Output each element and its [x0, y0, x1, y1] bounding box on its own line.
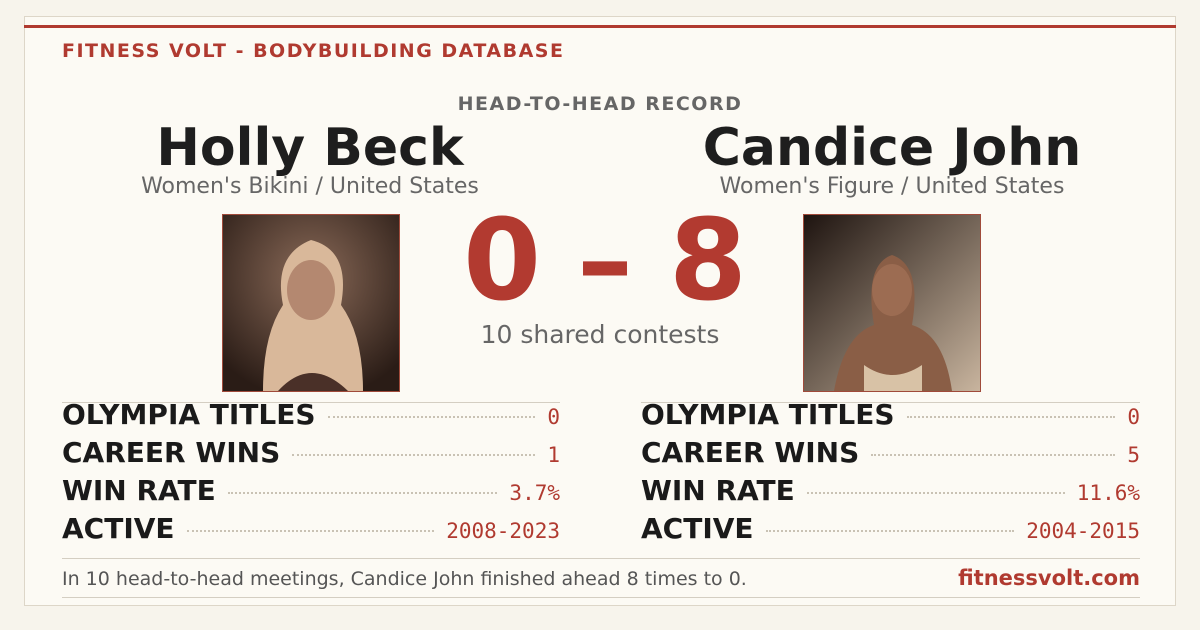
summary: In 10 head-to-head meetings, Candice Joh…	[62, 568, 747, 590]
leader	[906, 416, 1116, 418]
left-score: 0	[463, 196, 541, 326]
leader	[292, 454, 536, 456]
stat-row: OLYMPIA TITLES 0	[62, 398, 560, 436]
stat-label: CAREER WINS	[641, 436, 860, 469]
score-separator: –	[577, 196, 633, 326]
right-division: Women's Figure / United States	[719, 174, 1065, 199]
left-photo	[222, 214, 400, 392]
left-division: Women's Bikini / United States	[141, 174, 479, 199]
score-caption: 10 shared contests	[480, 320, 720, 349]
stat-label: ACTIVE	[62, 512, 175, 545]
card	[24, 16, 1176, 606]
stat-label: WIN RATE	[641, 474, 795, 507]
right-name: Candice John	[702, 118, 1082, 178]
site-link[interactable]: fitnessvolt.com	[958, 566, 1140, 590]
right-stats: OLYMPIA TITLES 0 CAREER WINS 5 WIN RATE 11.6%…	[641, 398, 1140, 550]
leader	[186, 530, 435, 532]
stat-row: OLYMPIA TITLES 0	[641, 398, 1140, 436]
stat-row: WIN RATE 3.7%	[62, 474, 560, 512]
leader	[806, 492, 1065, 494]
divider	[62, 597, 1140, 598]
stat-value: 0	[547, 405, 560, 429]
stat-label: OLYMPIA TITLES	[641, 398, 895, 431]
section-title: HEAD-TO-HEAD RECORD	[457, 93, 743, 115]
divider	[62, 402, 560, 403]
brand: FITNESS VOLT - BODYBUILDING DATABASE	[62, 40, 565, 62]
stat-value: 5	[1127, 443, 1140, 467]
stat-label: CAREER WINS	[62, 436, 281, 469]
leader	[327, 416, 536, 418]
stat-label: OLYMPIA TITLES	[62, 398, 316, 431]
left-name: Holly Beck	[156, 118, 464, 178]
stat-row: CAREER WINS 1	[62, 436, 560, 474]
stat-row: ACTIVE 2008-2023	[62, 512, 560, 550]
stat-value: 2008-2023	[446, 519, 560, 543]
stat-label: ACTIVE	[641, 512, 754, 545]
stat-row: WIN RATE 11.6%	[641, 474, 1140, 512]
stat-value: 0	[1127, 405, 1140, 429]
left-stats: OLYMPIA TITLES 0 CAREER WINS 1 WIN RATE 3.7% A…	[62, 398, 560, 550]
leader	[765, 530, 1015, 532]
divider	[641, 402, 1140, 403]
stat-value: 1	[547, 443, 560, 467]
leader	[227, 492, 498, 494]
stat-value: 11.6%	[1076, 481, 1140, 505]
right-photo	[803, 214, 981, 392]
stat-label: WIN RATE	[62, 474, 216, 507]
stat-value: 3.7%	[509, 481, 560, 505]
top-rule	[24, 25, 1176, 28]
leader	[871, 454, 1116, 456]
stat-value: 2004-2015	[1026, 519, 1140, 543]
right-score: 8	[669, 196, 747, 326]
stat-row: ACTIVE 2004-2015	[641, 512, 1140, 550]
divider	[62, 558, 1140, 559]
score: 0–8	[400, 196, 810, 326]
stat-row: CAREER WINS 5	[641, 436, 1140, 474]
